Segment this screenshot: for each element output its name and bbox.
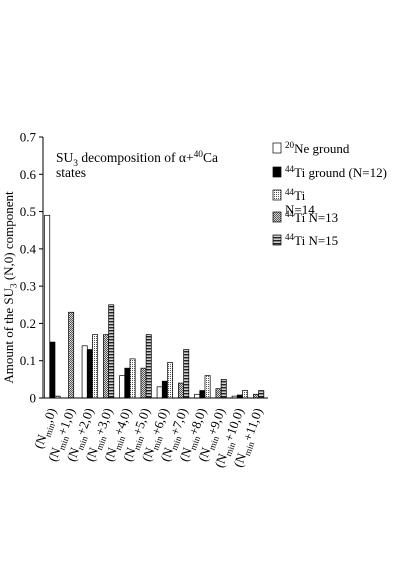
legend-swatch-dots (272, 189, 282, 201)
bar-black (124, 367, 131, 399)
bar-dots (129, 358, 136, 399)
bars (44, 214, 265, 399)
y-tick-label: 0 (30, 391, 37, 406)
bar-hlines (145, 334, 152, 399)
chart-title-line1: SU3 decomposition of α+40Ca (56, 150, 218, 169)
legend-label: 44Ti N=13 (285, 209, 338, 225)
y-tick-label: 0.3 (20, 279, 36, 294)
bar-black (161, 380, 168, 399)
bar-checker (140, 367, 147, 399)
bar-hlines (258, 390, 265, 399)
bar-checker (253, 393, 259, 399)
bar-white (119, 375, 126, 399)
bar-white (156, 386, 163, 399)
legend-label-line2: N=14 (285, 202, 315, 217)
y-axis: 0 0.1 0.2 0.3 0.4 0.5 0.6 0.7 (20, 130, 44, 406)
bar-dots (242, 390, 249, 399)
bar-hlines (220, 379, 227, 399)
y-tick-label: 0.1 (20, 353, 36, 368)
bar-dots (204, 375, 211, 399)
bar-checker (178, 382, 184, 399)
bar-black (199, 390, 206, 399)
y-tick-label: 0.5 (20, 204, 36, 219)
x-tick-label: (Nmin,0) (31, 406, 62, 451)
y-axis-label: Amount of the SU3 (N,0) component (1, 191, 19, 384)
bar-white (44, 214, 51, 399)
legend-label: 20Ne ground (285, 140, 350, 156)
bar-black (86, 349, 93, 399)
bar-dots (167, 362, 174, 399)
bar-white (194, 393, 201, 399)
bar-checker (68, 311, 75, 399)
x-tick-labels: (Nmin,0)(Nmin+1,0)(Nmin+2,0)(Nmin+3,0)(N… (31, 406, 266, 470)
legend-swatch-white (272, 142, 282, 154)
legend-label: 44Ti (285, 187, 306, 203)
bar-hlines (183, 349, 190, 399)
legend-swatch-black (272, 166, 282, 178)
bar-black (49, 341, 56, 399)
bar-white (81, 345, 88, 399)
legend-label: 44Ti ground (N=12) (285, 164, 387, 180)
y-axis-title: Amount of the SU3 (N,0) component (1, 191, 19, 384)
bar-checker (215, 388, 222, 399)
bar-checker (103, 334, 109, 399)
x-tick-label: (Nmin+6,0) (139, 406, 175, 464)
legend-label: 44Ti N=15 (285, 232, 338, 248)
bar-hlines (108, 304, 115, 399)
y-tick-label: 0.7 (20, 130, 37, 145)
bar-dots (92, 334, 99, 399)
y-tick-label: 0.2 (20, 316, 36, 331)
legend-swatch-hlines (272, 234, 282, 246)
y-tick-label: 0.6 (20, 167, 37, 182)
chart-title-line2: states (56, 165, 86, 180)
legend-swatch-checker (272, 211, 282, 223)
y-tick-label: 0.4 (20, 241, 37, 256)
